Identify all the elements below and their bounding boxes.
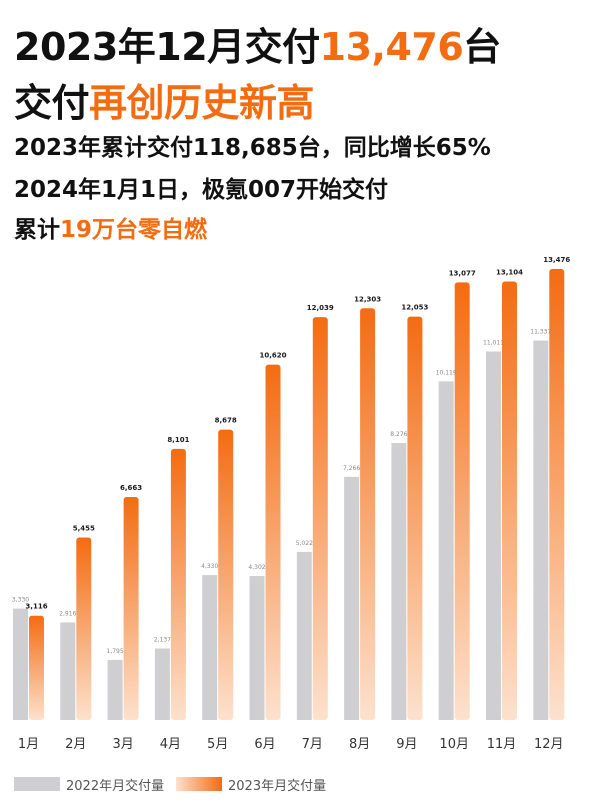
label-2022-5: 4,330 — [201, 563, 218, 570]
label-2022-12: 11,337 — [530, 329, 551, 336]
label-2023-11: 13,104 — [496, 268, 523, 276]
bar-2023-6 — [265, 364, 281, 720]
headline-line-4: 2024年1月1日，极氪007开始交付 — [14, 177, 389, 203]
headline-line-1-suffix: 台 — [463, 25, 501, 69]
x-tick-12: 12月 — [534, 737, 564, 752]
legend-2022-swatch — [14, 777, 60, 791]
headline-line-1-prefix: 2023年12月交付 — [14, 25, 320, 69]
bar-2023-12 — [549, 269, 565, 720]
headline-line-2: 交付再创历史新高 — [14, 72, 315, 127]
x-tick-10: 10月 — [439, 737, 469, 752]
label-2022-2: 2,916 — [59, 610, 76, 617]
headline-line-1-highlight: 13,476 — [319, 25, 464, 69]
legend-2023: 2023年月交付量 — [176, 774, 326, 794]
bar-2023-7 — [312, 317, 328, 720]
headline-line-2-prefix: 交付 — [14, 81, 90, 125]
label-2022-8: 7,266 — [343, 465, 360, 472]
bar-2022-8 — [344, 476, 360, 720]
headline-line-5-prefix: 累计 — [14, 217, 60, 243]
label-2023-6: 10,620 — [259, 352, 286, 360]
bar-2022-2 — [60, 622, 76, 720]
headline-line-5: 累计19万台零自燃 — [14, 210, 207, 244]
bar-2022-6 — [249, 576, 265, 720]
label-2022-10: 10,119 — [436, 369, 457, 376]
x-tick-7: 7月 — [302, 737, 323, 752]
label-2023-10: 13,077 — [449, 269, 476, 277]
bar-2023-8 — [360, 308, 376, 720]
label-2022-9: 8,276 — [390, 431, 407, 438]
bar-2022-5 — [202, 575, 218, 720]
headline-line-5-highlight: 19万台零自燃 — [60, 217, 208, 243]
x-tick-9: 9月 — [396, 737, 417, 752]
bar-2022-4 — [154, 648, 170, 720]
x-tick-11: 11月 — [487, 737, 517, 752]
bar-2022-12 — [533, 340, 549, 720]
bar-2022-3 — [107, 659, 123, 720]
x-tick-5: 5月 — [207, 737, 228, 752]
bar-2022-9 — [391, 443, 407, 720]
label-2022-3: 1,795 — [107, 648, 124, 655]
bar-2022-10 — [438, 381, 454, 720]
bar-2023-1 — [29, 615, 44, 720]
legend-2022-label: 2022年月交付量 — [66, 778, 165, 794]
bar-2023-2 — [76, 537, 92, 720]
label-2023-9: 12,053 — [401, 304, 428, 312]
legend-2022: 2022年月交付量 — [14, 774, 164, 794]
legend-2023-swatch — [176, 777, 222, 791]
bar-2023-3 — [123, 497, 139, 720]
label-2022-11: 11,011 — [483, 339, 504, 346]
label-2023-8: 12,303 — [354, 295, 381, 303]
label-2023-1: 3,116 — [25, 603, 47, 611]
label-2022-1: 3,330 — [12, 597, 29, 604]
x-tick-1: 1月 — [18, 737, 39, 752]
x-tick-8: 8月 — [349, 737, 370, 752]
label-2023-4: 8,101 — [167, 436, 189, 444]
label-2022-7: 5,022 — [296, 540, 313, 547]
x-tick-4: 4月 — [160, 737, 181, 752]
x-tick-2: 2月 — [65, 737, 86, 752]
headline-line-2-highlight: 再创历史新高 — [89, 81, 315, 125]
bar-2023-9 — [407, 316, 423, 720]
x-tick-6: 6月 — [254, 737, 275, 752]
bar-2022-1 — [13, 608, 28, 720]
bar-2023-11 — [502, 281, 517, 720]
bar-2023-4 — [170, 448, 186, 720]
headline-line-1: 2023年12月交付13,476台 — [14, 16, 501, 71]
bar-2023-10 — [454, 282, 470, 720]
x-tick-3: 3月 — [112, 737, 133, 752]
label-2023-7: 12,039 — [307, 304, 334, 312]
label-2022-6: 4,302 — [248, 564, 265, 571]
label-2022-4: 2,137 — [154, 636, 171, 643]
label-2023-2: 5,455 — [73, 524, 95, 532]
label-2023-12: 13,476 — [543, 256, 570, 264]
label-2023-5: 8,678 — [215, 417, 237, 425]
legend-2023-label: 2023年月交付量 — [228, 778, 327, 794]
bar-2022-7 — [296, 551, 312, 720]
headline-line-3: 2023年累计交付118,685台，同比增长65% — [14, 135, 491, 161]
bar-2023-5 — [218, 429, 234, 720]
bar-2022-11 — [486, 351, 501, 720]
label-2023-3: 6,663 — [120, 484, 142, 492]
